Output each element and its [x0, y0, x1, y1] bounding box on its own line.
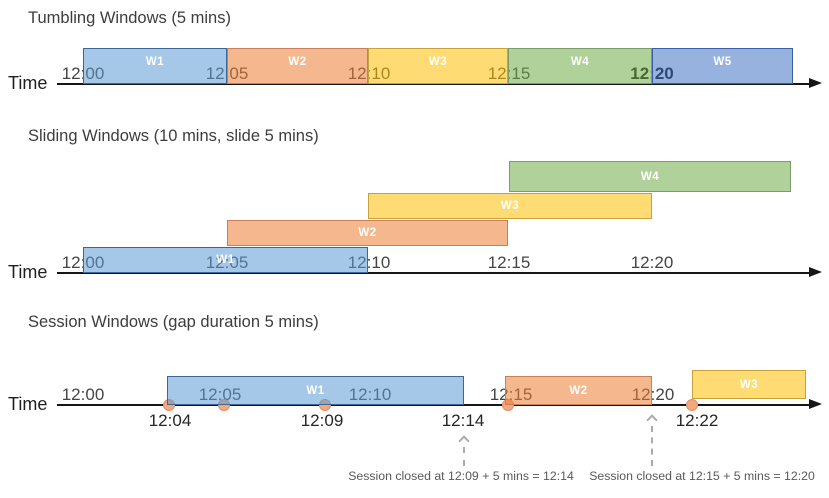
tumbling-window-label-w4: W4 — [570, 55, 590, 68]
session-annotation-text: Session closed at 12:09 + 5 mins = 12:14 — [348, 469, 574, 483]
session-window-box-w2: W2 — [505, 376, 652, 405]
session-section-title: Session Windows (gap duration 5 mins) — [28, 313, 319, 331]
tumbling-time-axis-label: Time — [8, 73, 48, 93]
session-annotation-dashed-line — [651, 426, 653, 466]
tumbling-window-box-w5: W5 — [652, 48, 793, 84]
session-window-box-w3: W3 — [692, 370, 806, 399]
session-event-time-label: 12:14 — [441, 411, 485, 430]
session-annotation-arrow-icon — [646, 414, 658, 426]
sliding-window-box-w3: W3 — [368, 193, 652, 219]
tumbling-section-title: Tumbling Windows (5 mins) — [28, 9, 231, 27]
tumbling-window-box-w1: W1 — [83, 48, 227, 84]
session-event-time-label: 12:09 — [300, 411, 344, 430]
session-annotation-text: Session closed at 12:15 + 5 mins = 12:20 — [589, 469, 815, 483]
sliding-window-box-w1: W1 — [83, 247, 368, 273]
session-window-label-w3: W3 — [739, 378, 759, 391]
tumbling-window-label-w2: W2 — [288, 55, 307, 68]
sliding-tick-label: 12:15 — [487, 253, 531, 272]
session-window-label-w2: W2 — [569, 384, 588, 397]
sliding-window-box-w2: W2 — [227, 220, 508, 246]
sliding-axis-arrow-icon — [809, 267, 822, 277]
session-event-time-label: 12:04 — [148, 411, 192, 430]
tumbling-window-label-w5: W5 — [713, 55, 732, 68]
tumbling-window-label-w1: W1 — [145, 55, 165, 68]
session-event-dot — [686, 399, 698, 411]
sliding-time-axis-label: Time — [8, 262, 48, 282]
session-window-box-w1: W1 — [167, 376, 464, 405]
tumbling-window-box-w3: W3 — [368, 48, 508, 84]
tumbling-window-label-w3: W3 — [428, 55, 448, 68]
session-tick-label: 12:00 — [61, 385, 105, 404]
sliding-window-label-w4: W4 — [640, 170, 660, 183]
session-time-axis-label: Time — [8, 394, 48, 414]
session-event-time-label: 12:22 — [675, 411, 719, 430]
sliding-tick-label: 12:20 — [630, 253, 674, 272]
session-axis-arrow-icon — [809, 399, 822, 409]
tumbling-window-box-w4: W4 — [508, 48, 652, 84]
sliding-window-label-w3: W3 — [500, 200, 520, 212]
sliding-window-box-w4: W4 — [509, 161, 791, 192]
sliding-time-axis — [57, 272, 812, 274]
session-annotation-arrow-icon — [458, 435, 470, 447]
sliding-section-title: Sliding Windows (10 mins, slide 5 mins) — [28, 127, 319, 145]
sliding-window-label-w1: W1 — [216, 254, 235, 266]
tumbling-window-box-w2: W2 — [227, 48, 368, 84]
sliding-window-label-w2: W2 — [358, 227, 377, 239]
session-time-axis — [57, 404, 812, 406]
session-window-label-w1: W1 — [306, 384, 325, 397]
tumbling-time-axis — [57, 83, 812, 85]
session-annotation-dashed-line — [463, 447, 465, 466]
tumbling-axis-arrow-icon — [809, 78, 822, 88]
